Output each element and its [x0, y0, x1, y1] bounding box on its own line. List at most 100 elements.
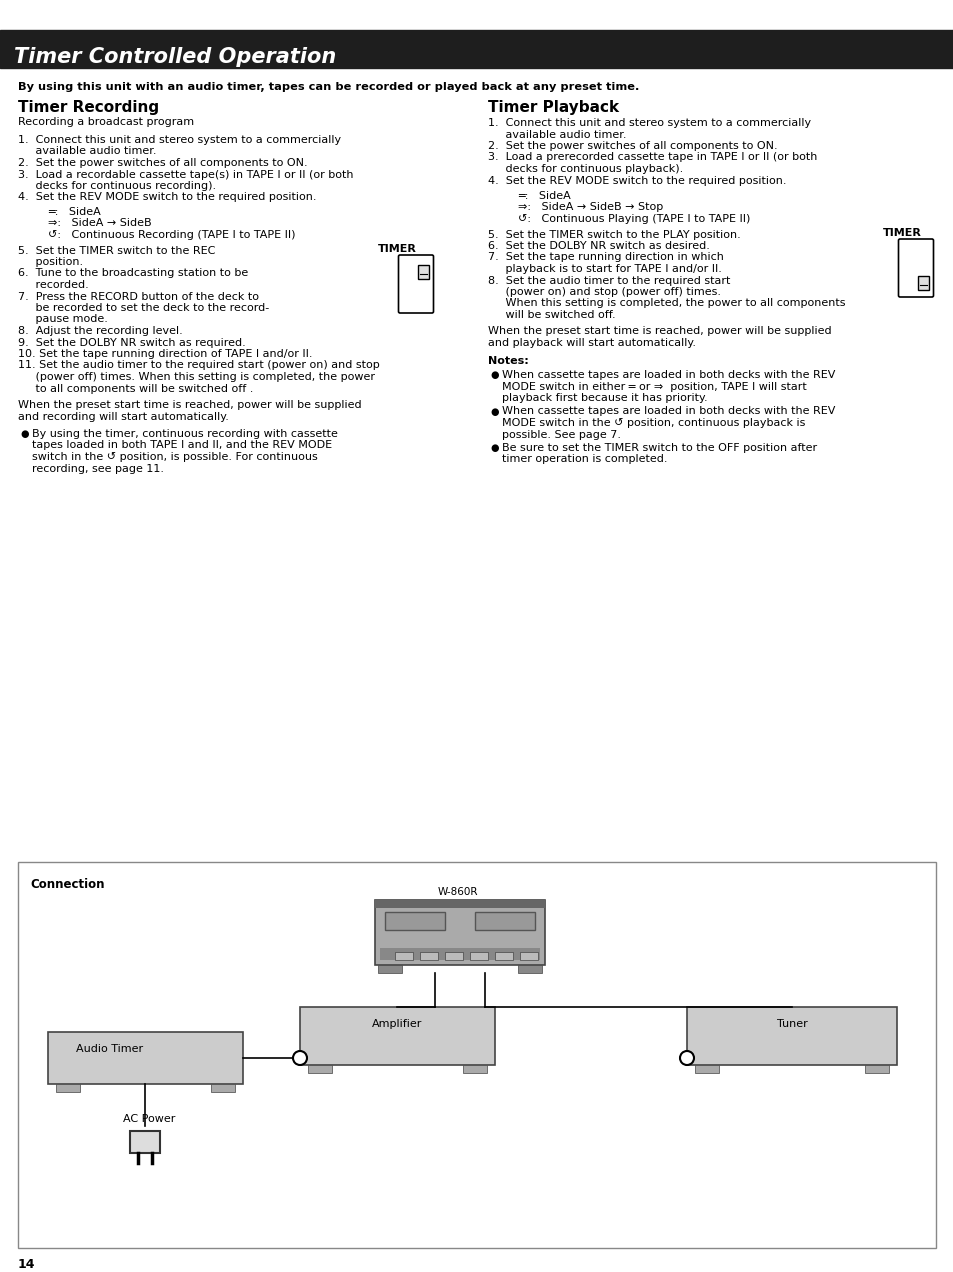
Text: 4.  Set the REV MODE switch to the required position.: 4. Set the REV MODE switch to the requir…	[488, 176, 785, 186]
Text: 1.  Connect this unit and stereo system to a commercially: 1. Connect this unit and stereo system t…	[488, 118, 810, 128]
Text: possible. See page 7.: possible. See page 7.	[501, 430, 620, 440]
Text: OFF: OFF	[901, 262, 916, 271]
Bar	[917, 276, 928, 290]
Text: 1.  Connect this unit and stereo system to a commercially: 1. Connect this unit and stereo system t…	[18, 135, 341, 145]
Text: and recording will start automatically.: and recording will start automatically.	[18, 412, 229, 421]
Text: timer operation is completed.: timer operation is completed.	[501, 454, 667, 464]
Bar	[417, 265, 429, 279]
Text: 9.  Set the DOLBY NR switch as required.: 9. Set the DOLBY NR switch as required.	[18, 337, 246, 347]
FancyBboxPatch shape	[398, 254, 433, 313]
Text: ●: ●	[490, 443, 498, 453]
Text: When cassette tapes are loaded in both decks with the REV: When cassette tapes are loaded in both d…	[501, 407, 835, 416]
Text: 3.  Load a prerecorded cassette tape in TAPE I or II (or both: 3. Load a prerecorded cassette tape in T…	[488, 153, 817, 163]
Bar	[444, 951, 462, 960]
Bar	[686, 1007, 896, 1065]
Text: ⇒:   SideA → SideB → Stop: ⇒: SideA → SideB → Stop	[517, 202, 662, 212]
Text: TIMER: TIMER	[882, 228, 921, 238]
Text: When the preset start time is reached, power will be supplied: When the preset start time is reached, p…	[488, 327, 831, 337]
Text: switch in the ↺ position, is possible. For continuous: switch in the ↺ position, is possible. F…	[32, 452, 317, 462]
Text: to all components will be switched off .: to all components will be switched off .	[18, 383, 253, 393]
Text: Connection: Connection	[30, 878, 105, 890]
Text: 5.  Set the TIMER switch to the PLAY position.: 5. Set the TIMER switch to the PLAY posi…	[488, 229, 740, 239]
Text: ↺:   Continuous Recording (TAPE I to TAPE II): ↺: Continuous Recording (TAPE I to TAPE …	[48, 230, 295, 240]
Text: decks for continuous playback).: decks for continuous playback).	[488, 164, 682, 174]
Text: PLAY: PLAY	[901, 273, 920, 282]
Text: ═:   SideA: ═: SideA	[48, 207, 101, 218]
Text: MODE switch in either ═ or ⇒  position, TAPE I will start: MODE switch in either ═ or ⇒ position, T…	[501, 382, 806, 392]
Text: When the preset start time is reached, power will be supplied: When the preset start time is reached, p…	[18, 399, 361, 410]
Text: Timer Playback: Timer Playback	[488, 100, 618, 114]
Text: W-860R: W-860R	[437, 887, 478, 897]
Bar	[299, 1007, 495, 1065]
Text: position.: position.	[18, 257, 83, 267]
Bar	[48, 1032, 243, 1084]
Text: ═:   SideA: ═: SideA	[517, 191, 570, 201]
Text: Amplifier: Amplifier	[372, 1019, 422, 1029]
Circle shape	[679, 1051, 693, 1065]
Text: and playback will start automatically.: and playback will start automatically.	[488, 338, 696, 349]
Text: ●: ●	[490, 370, 498, 380]
Text: 8.  Set the audio timer to the required start: 8. Set the audio timer to the required s…	[488, 276, 730, 285]
Text: playback is to start for TAPE I and/or II.: playback is to start for TAPE I and/or I…	[488, 265, 721, 273]
Bar	[18, 862, 935, 1248]
Text: recording, see page 11.: recording, see page 11.	[32, 463, 164, 473]
Bar	[695, 1065, 719, 1074]
Text: tapes loaded in both TAPE I and II, and the REV MODE: tapes loaded in both TAPE I and II, and …	[32, 440, 332, 450]
Text: By using this unit with an audio timer, tapes can be recorded or played back at : By using this unit with an audio timer, …	[18, 81, 639, 92]
Text: Be sure to set the TIMER switch to the OFF position after: Be sure to set the TIMER switch to the O…	[501, 443, 817, 453]
Bar	[495, 951, 513, 960]
Text: 7.  Press the RECORD button of the deck to: 7. Press the RECORD button of the deck t…	[18, 291, 258, 301]
Text: be recorded to set the deck to the record-: be recorded to set the deck to the recor…	[18, 303, 269, 313]
Text: 4.  Set the REV MODE switch to the required position.: 4. Set the REV MODE switch to the requir…	[18, 192, 316, 202]
Text: 2.  Set the power switches of all components to ON.: 2. Set the power switches of all compone…	[488, 141, 777, 151]
Text: AC Power: AC Power	[123, 1114, 175, 1124]
Bar	[395, 951, 413, 960]
Text: ●: ●	[20, 429, 29, 439]
Bar	[211, 1084, 234, 1091]
Bar	[475, 912, 535, 930]
Text: Timer Recording: Timer Recording	[18, 100, 159, 114]
Text: 7.  Set the tape running direction in which: 7. Set the tape running direction in whi…	[488, 253, 723, 262]
Text: When cassette tapes are loaded in both decks with the REV: When cassette tapes are loaded in both d…	[501, 370, 835, 380]
Text: 10. Set the tape running direction of TAPE I and/or II.: 10. Set the tape running direction of TA…	[18, 349, 313, 359]
Text: REC: REC	[901, 253, 917, 262]
Bar	[519, 951, 537, 960]
Bar	[462, 1065, 486, 1074]
Text: ↺:   Continuous Playing (TAPE I to TAPE II): ↺: Continuous Playing (TAPE I to TAPE II…	[517, 214, 750, 224]
Text: playback first because it has priority.: playback first because it has priority.	[501, 393, 707, 403]
Text: 3.  Load a recordable cassette tape(s) in TAPE I or II (or both: 3. Load a recordable cassette tape(s) in…	[18, 169, 354, 179]
Text: Tuner: Tuner	[776, 1019, 807, 1029]
Text: available audio timer.: available audio timer.	[18, 146, 156, 156]
Bar	[56, 1084, 80, 1091]
Text: ⇒:   SideA → SideB: ⇒: SideA → SideB	[48, 219, 152, 229]
Text: TIMER: TIMER	[377, 243, 416, 253]
Bar	[385, 912, 444, 930]
Text: Recording a broadcast program: Recording a broadcast program	[18, 117, 193, 127]
Bar	[0, 31, 953, 67]
Bar	[375, 901, 544, 908]
FancyBboxPatch shape	[898, 239, 933, 296]
Bar	[377, 965, 401, 973]
Text: OFF: OFF	[402, 279, 417, 287]
Bar	[308, 1065, 332, 1074]
Text: recorded.: recorded.	[18, 280, 89, 290]
Text: Timer Controlled Operation: Timer Controlled Operation	[14, 47, 335, 67]
Text: 8.  Adjust the recording level.: 8. Adjust the recording level.	[18, 326, 183, 336]
Text: When this setting is completed, the power to all components: When this setting is completed, the powe…	[488, 299, 844, 309]
Text: (power on) and stop (power off) times.: (power on) and stop (power off) times.	[488, 287, 720, 296]
Bar	[375, 901, 544, 965]
Text: 6.  Set the DOLBY NR switch as desired.: 6. Set the DOLBY NR switch as desired.	[488, 240, 709, 251]
Text: Notes:: Notes:	[488, 355, 528, 365]
Text: ●: ●	[490, 407, 498, 416]
Bar	[864, 1065, 888, 1074]
Bar	[130, 1131, 160, 1152]
Text: (power off) times. When this setting is completed, the power: (power off) times. When this setting is …	[18, 371, 375, 382]
Text: REC: REC	[402, 268, 418, 277]
Bar	[379, 948, 539, 960]
Bar	[517, 965, 541, 973]
Text: available audio timer.: available audio timer.	[488, 130, 626, 140]
Text: 2.  Set the power switches of all components to ON.: 2. Set the power switches of all compone…	[18, 158, 307, 168]
Circle shape	[293, 1051, 307, 1065]
Text: 6.  Tune to the broadcasting station to be: 6. Tune to the broadcasting station to b…	[18, 268, 248, 279]
Text: decks for continuous recording).: decks for continuous recording).	[18, 181, 216, 191]
